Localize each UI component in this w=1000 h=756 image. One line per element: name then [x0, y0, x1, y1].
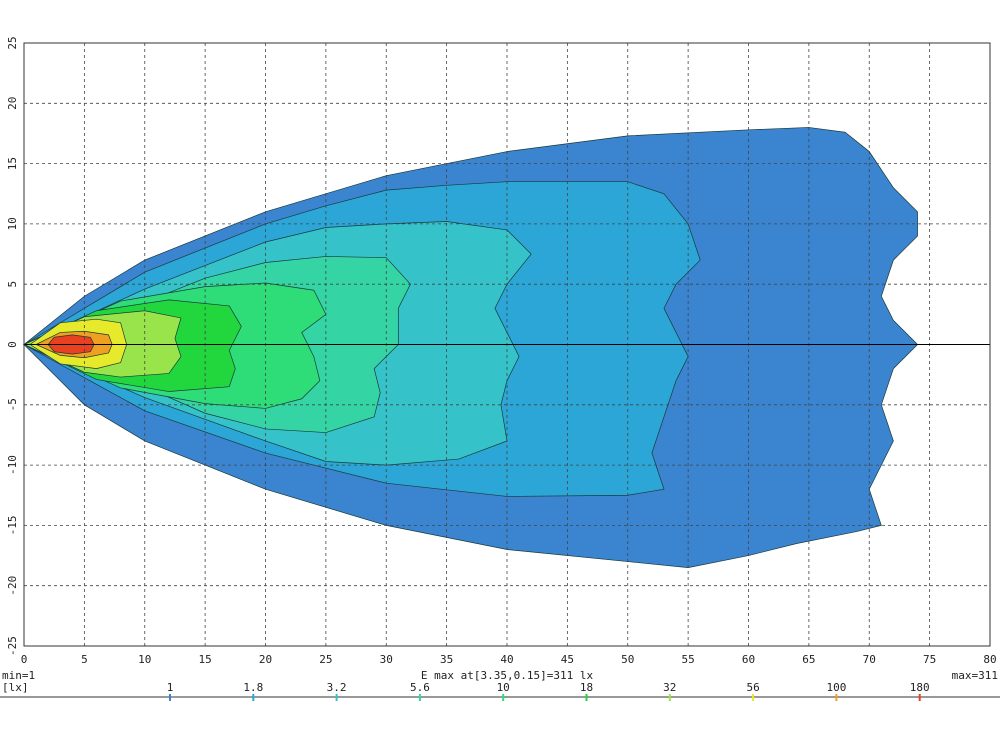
x-tick-label: 55: [682, 653, 695, 666]
y-tick-label: -20: [6, 576, 19, 596]
x-tick-label: 80: [983, 653, 996, 666]
y-tick-label: -15: [6, 515, 19, 535]
x-tick-label: 30: [380, 653, 393, 666]
legend-label: 100: [826, 681, 846, 694]
x-tick-label: 70: [863, 653, 876, 666]
legend-label: 32: [663, 681, 676, 694]
y-tick-label: 25: [6, 36, 19, 49]
x-tick-label: 15: [199, 653, 212, 666]
x-tick-label: 40: [500, 653, 513, 666]
legend-label: 1: [167, 681, 174, 694]
x-tick-label: 65: [802, 653, 815, 666]
unit-label: [lx]: [2, 681, 29, 694]
legend-label: 3.2: [327, 681, 347, 694]
y-tick-label: 15: [6, 157, 19, 170]
emax-label: E max at[3.35,0.15]=311 lx: [421, 669, 594, 682]
legend-label: 1.8: [243, 681, 263, 694]
x-tick-label: 10: [138, 653, 151, 666]
x-tick-label: 5: [81, 653, 88, 666]
max-label: max=311: [952, 669, 998, 682]
y-tick-label: -25: [6, 636, 19, 656]
legend-label: 5.6: [410, 681, 430, 694]
y-tick-label: -10: [6, 455, 19, 475]
x-tick-label: 25: [319, 653, 332, 666]
legend-label: 10: [497, 681, 510, 694]
legend-label: 180: [910, 681, 930, 694]
y-tick-label: 10: [6, 217, 19, 230]
y-tick-label: -5: [6, 398, 19, 411]
min-label: min=1: [2, 669, 35, 682]
x-tick-label: 60: [742, 653, 755, 666]
legend-label: 18: [580, 681, 593, 694]
x-tick-label: 0: [21, 653, 28, 666]
y-tick-label: 5: [6, 281, 19, 288]
x-tick-label: 50: [621, 653, 634, 666]
x-tick-label: 20: [259, 653, 272, 666]
plot-frame: [23, 42, 991, 647]
y-tick-label: 20: [6, 97, 19, 110]
legend-label: 56: [746, 681, 759, 694]
x-tick-label: 35: [440, 653, 453, 666]
x-tick-label: 45: [561, 653, 574, 666]
x-tick-label: 75: [923, 653, 936, 666]
y-tick-label: 0: [6, 341, 19, 348]
